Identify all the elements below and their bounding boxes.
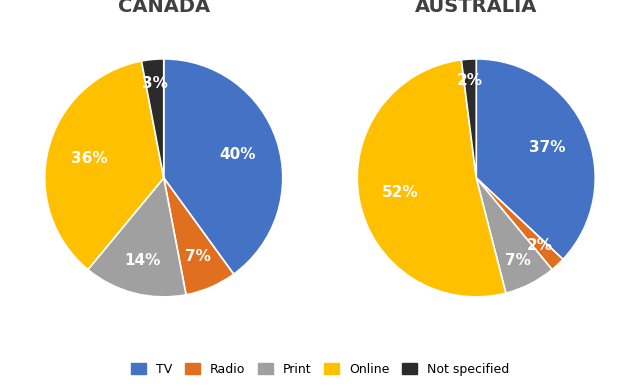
Wedge shape [141,59,164,178]
Text: 14%: 14% [124,253,161,268]
Wedge shape [45,61,164,270]
Text: 36%: 36% [70,151,107,166]
Wedge shape [461,59,476,178]
Wedge shape [476,59,595,259]
Wedge shape [88,178,186,297]
Wedge shape [164,178,234,295]
Wedge shape [357,60,506,297]
Text: 2%: 2% [527,238,553,253]
Text: 7%: 7% [506,253,531,268]
Text: 3%: 3% [142,75,168,91]
Title: CANADA: CANADA [118,0,210,16]
Text: 40%: 40% [219,147,255,161]
Wedge shape [164,59,283,274]
Text: 7%: 7% [185,249,211,264]
Legend: TV, Radio, Print, Online, Not specified: TV, Radio, Print, Online, Not specified [126,358,514,381]
Title: AUSTRALIA: AUSTRALIA [415,0,538,16]
Wedge shape [476,178,552,293]
Wedge shape [476,178,563,270]
Text: 52%: 52% [382,185,419,200]
Text: 2%: 2% [457,73,483,88]
Text: 37%: 37% [529,140,566,155]
